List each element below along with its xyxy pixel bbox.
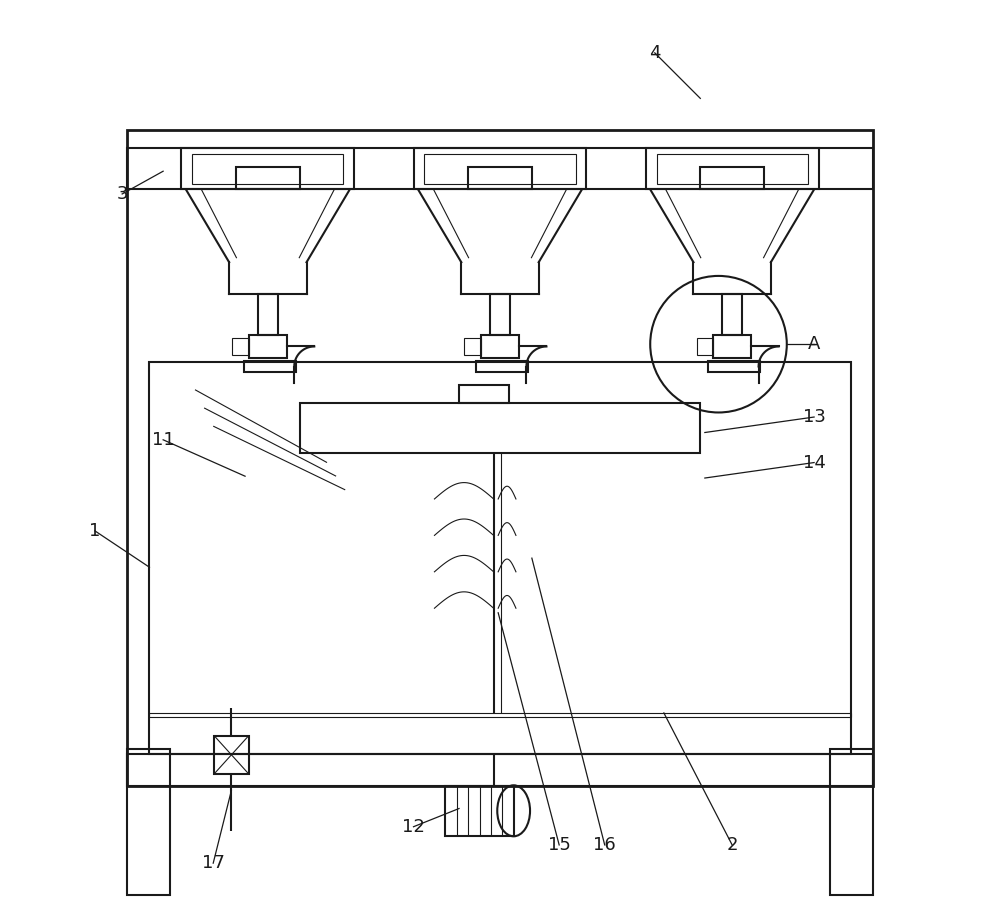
Text: A: A [808, 335, 820, 354]
Bar [244, 361, 296, 372]
Bar [414, 148, 586, 190]
Bar [468, 167, 532, 190]
Bar [127, 754, 873, 786]
Text: 3: 3 [116, 185, 128, 203]
Bar [127, 130, 873, 786]
Bar [127, 749, 170, 895]
Text: 14: 14 [803, 453, 826, 472]
Bar [481, 335, 519, 358]
Text: 1: 1 [89, 522, 101, 540]
Text: 4: 4 [649, 44, 661, 62]
Bar [249, 335, 287, 358]
Bar [490, 294, 510, 335]
Bar [127, 148, 873, 190]
Bar [424, 154, 576, 184]
Bar [464, 338, 481, 354]
Text: 12: 12 [402, 818, 425, 835]
Bar [700, 167, 764, 190]
Bar [657, 154, 808, 184]
Bar [713, 335, 751, 358]
Bar [300, 403, 700, 453]
Text: 11: 11 [152, 431, 175, 449]
Bar [445, 786, 514, 835]
Bar [708, 361, 760, 372]
Bar [476, 361, 528, 372]
Bar [830, 749, 873, 895]
Bar [646, 148, 819, 190]
Text: 16: 16 [593, 836, 616, 854]
Text: 17: 17 [202, 854, 225, 872]
Bar [722, 294, 742, 335]
Text: 2: 2 [726, 836, 738, 854]
Text: 13: 13 [803, 408, 826, 426]
Bar [149, 363, 851, 754]
Bar [258, 294, 278, 335]
Bar [236, 167, 300, 190]
Bar [232, 338, 249, 354]
Text: 15: 15 [548, 836, 571, 854]
Bar [214, 736, 249, 774]
Bar [192, 154, 343, 184]
Bar [697, 338, 713, 354]
Bar [149, 713, 851, 717]
Bar [181, 148, 354, 190]
Bar [459, 385, 509, 403]
